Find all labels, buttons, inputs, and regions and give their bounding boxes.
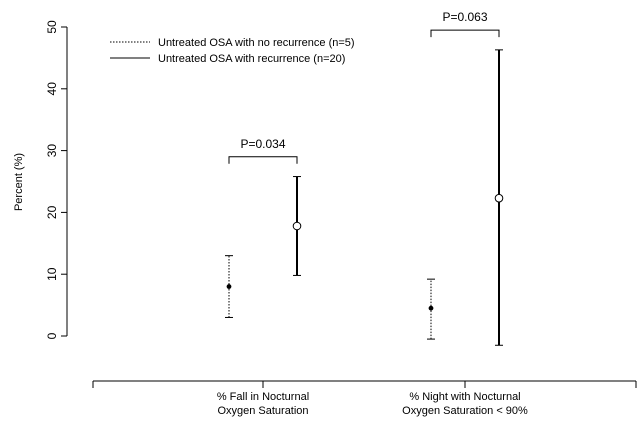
legend: Untreated OSA with no recurrence (n=5) U… (110, 37, 355, 65)
x-category-label: % Fall in Nocturnal (217, 391, 309, 403)
significance-bracket (228, 156, 298, 164)
mean-point (292, 221, 302, 231)
p-value-label: P=0.063 (442, 10, 487, 24)
x-axis: % Fall in Nocturnal Oxygen Saturation % Ni… (92, 380, 637, 417)
x-category-label: Oxygen Saturation < 90% (402, 405, 528, 417)
y-tick-label: 40 (45, 82, 59, 96)
mean-point (494, 193, 504, 203)
mean-point (428, 305, 434, 311)
legend-label-recurrence: Untreated OSA with recurrence (n=20) (158, 53, 345, 65)
y-tick-label: 10 (45, 267, 59, 281)
significance-bracket (430, 29, 500, 38)
legend-label-no-recurrence: Untreated OSA with no recurrence (n=5) (158, 37, 355, 49)
x-category-label: Oxygen Saturation (217, 405, 308, 417)
y-tick-label: 30 (45, 144, 59, 158)
y-tick-label: 50 (45, 20, 59, 34)
y-tick-label: 0 (45, 332, 59, 339)
y-axis-title: Percent (%) (13, 153, 25, 211)
p-value-label: P=0.034 (240, 137, 285, 151)
y-tick-label: 20 (45, 205, 59, 219)
annotations: P=0.034 P=0.063 (228, 10, 500, 164)
mean-point (226, 284, 232, 289)
x-category-label: % Night with Nocturnal (409, 391, 520, 403)
data-marks (225, 49, 504, 346)
y-axis: 0 10 20 30 40 50 (45, 20, 68, 339)
